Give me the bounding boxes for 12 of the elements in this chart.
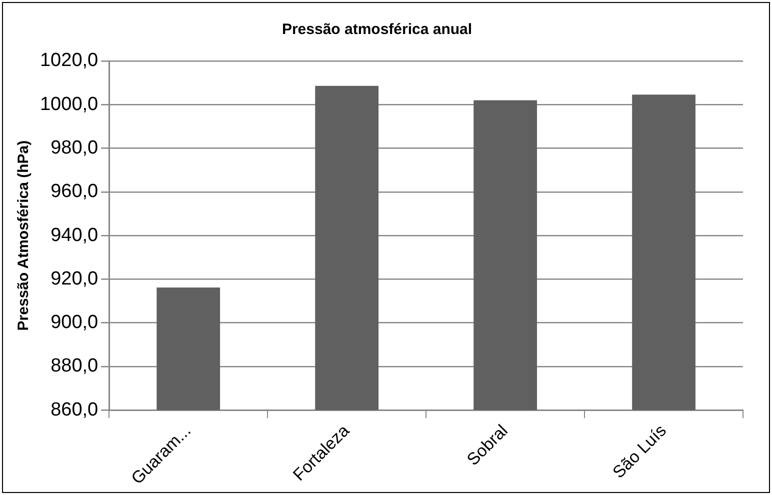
y-tick-label: 980,0 <box>50 138 98 159</box>
chart-title: Pressão atmosférica anual <box>282 21 472 38</box>
y-tick-label: 900,0 <box>50 312 98 334</box>
x-tick-label: São Luís <box>609 421 670 482</box>
y-tick-label: 880,0 <box>50 356 98 377</box>
y-tick-label: 860,0 <box>50 399 98 420</box>
y-tick-label: 1020,0 <box>40 50 98 72</box>
y-axis-title: Pressão Atmosférica (hPa) <box>15 140 32 331</box>
y-tick-label: 960,0 <box>50 181 98 202</box>
y-tick-label: 940,0 <box>50 224 98 246</box>
y-tick-label: 920,0 <box>50 268 98 290</box>
y-tick-label: 1000,0 <box>40 94 98 115</box>
